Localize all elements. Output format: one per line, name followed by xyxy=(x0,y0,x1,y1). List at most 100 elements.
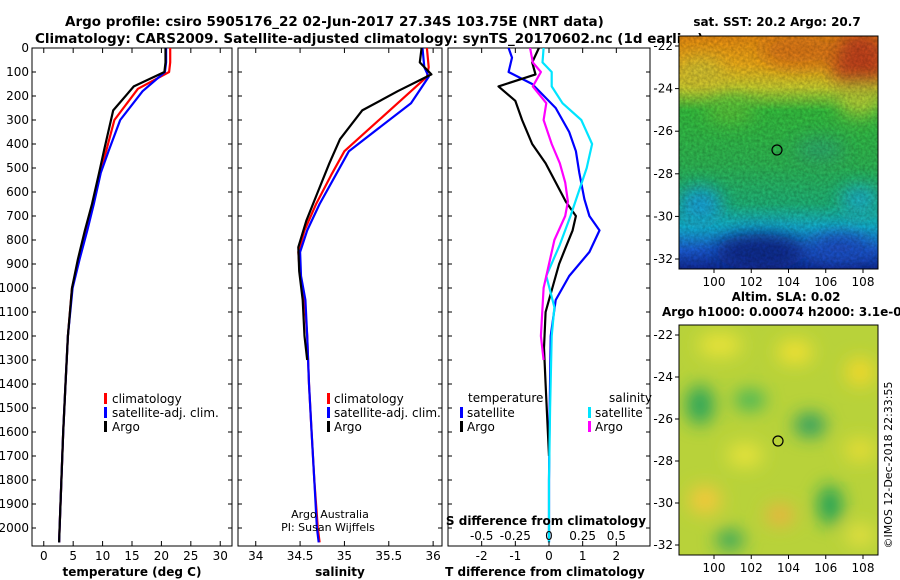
series-line-salinity-satellite xyxy=(541,48,594,543)
x2tick-label: 0.5 xyxy=(607,529,626,543)
lat-tick-label: -24 xyxy=(653,82,673,96)
lon-tick-label: 100 xyxy=(703,561,726,575)
depth-tick-label: 1300 xyxy=(0,353,29,367)
xtick-label: 35 xyxy=(337,549,352,563)
x2tick-label: 0.25 xyxy=(569,529,596,543)
depth-tick-label: 1200 xyxy=(0,329,29,343)
difference-xlabel: T difference from climatology xyxy=(445,565,645,579)
sla-map-frame xyxy=(678,324,879,556)
lon-tick-label: 104 xyxy=(777,275,800,289)
header-title-line2: Climatology: CARS2009. Satellite-adjuste… xyxy=(35,31,703,47)
temperature-legend: climatology satellite-adj. clim. Argo xyxy=(104,392,219,434)
sst-argo-location-marker xyxy=(771,144,783,156)
xtick-label: 15 xyxy=(124,549,139,563)
xtick-label: 0 xyxy=(40,549,48,563)
legend-label-satellite: satellite-adj. clim. xyxy=(112,406,219,420)
lat-tick-label: -28 xyxy=(653,454,673,468)
lat-tick-label: -28 xyxy=(653,167,673,181)
lon-tick-label: 106 xyxy=(814,275,837,289)
depth-tick-label: 1100 xyxy=(0,305,29,319)
series-line-temperature-argo xyxy=(497,48,578,457)
lat-tick-label: -26 xyxy=(653,124,673,138)
sla-map-ticks: -22 -24 -26 -28 -30 -32 100 102 104 106 108 xyxy=(653,328,874,575)
temperature-axis: 0 5 10 15 20 25 30 xyxy=(32,47,232,563)
legend-label-argo: Argo xyxy=(112,420,140,434)
lat-tick-label: -30 xyxy=(653,209,673,223)
credit-argo-australia: Argo Australia xyxy=(291,508,369,521)
legend-swatch-sal-argo xyxy=(588,421,591,432)
lat-tick-label: -26 xyxy=(653,412,673,426)
lon-tick-label: 104 xyxy=(777,561,800,575)
lat-tick-label: -22 xyxy=(653,39,673,53)
xtick-label: 35.5 xyxy=(375,549,402,563)
depth-tick-label: 300 xyxy=(6,113,29,127)
depth-tick-label: 1800 xyxy=(0,473,29,487)
depth-tick-label: 600 xyxy=(6,185,29,199)
depth-tick-label: 900 xyxy=(6,257,29,271)
xtick-label: 36 xyxy=(425,549,440,563)
depth-tick-label: 400 xyxy=(6,137,29,151)
sla-map-title: Altim. SLA: 0.02 xyxy=(732,290,841,304)
sst-map-title: sat. SST: 20.2 Argo: 20.7 xyxy=(693,15,860,29)
header-title-line1: Argo profile: csiro 5905176_22 02-Jun-20… xyxy=(65,14,604,30)
lon-tick-label: 102 xyxy=(740,561,763,575)
difference-xlabel-salinity: S difference from climatology xyxy=(446,514,646,528)
lon-tick-label: 108 xyxy=(852,275,875,289)
legend-swatch-temp-satellite xyxy=(460,407,463,418)
legend-swatch-climatology xyxy=(104,393,107,404)
lat-tick-label: -32 xyxy=(653,538,673,552)
depth-tick-label: 700 xyxy=(6,209,29,223)
legend-swatch-temp-argo xyxy=(460,421,463,432)
depth-tick-label: 1900 xyxy=(0,497,29,511)
lon-tick-label: 100 xyxy=(703,275,726,289)
legend-swatch-climatology xyxy=(327,393,330,404)
series-line-climatology xyxy=(58,48,172,543)
difference-legend: temperature satellite Argo salinity sate… xyxy=(460,391,652,434)
salinity-xlabel: salinity xyxy=(315,565,365,579)
series-line-argo xyxy=(58,48,167,543)
depth-tick-label: 1700 xyxy=(0,449,29,463)
difference-plot xyxy=(497,48,601,543)
credit-pi: PI: Susan Wijffels xyxy=(281,521,375,534)
legend-label-satellite: satellite-adj. clim. xyxy=(334,406,441,420)
depth-tick-label: 1000 xyxy=(0,281,29,295)
sla-map-subtitle: Argo h1000: 0.00074 h2000: 3.1e-05 xyxy=(662,305,900,319)
sla-argo-location-marker xyxy=(772,435,784,447)
depth-tick-label: 200 xyxy=(6,89,29,103)
xtick-label: 20 xyxy=(154,549,169,563)
x2tick-label: -0.5 xyxy=(470,529,493,543)
x2tick-label: -0.25 xyxy=(500,529,531,543)
series-line-climatology xyxy=(297,48,430,543)
depth-axis: 0 100 200 300 400 500 600 700 800 900 1000 1100 1200… xyxy=(0,41,29,535)
temperature-plot xyxy=(58,48,172,543)
legend-swatch-satellite xyxy=(327,407,330,418)
series-line-argo xyxy=(297,48,433,361)
legend-label-climatology: climatology xyxy=(112,392,182,406)
series-line-satellite-adj-clim- xyxy=(299,48,430,543)
lat-tick-label: -24 xyxy=(653,370,673,384)
legend-label-sal-satellite: satellite xyxy=(595,406,643,420)
xtick-label: 34 xyxy=(248,549,263,563)
series-line-salinity-argo xyxy=(529,48,570,361)
lat-tick-label: -30 xyxy=(653,496,673,510)
temperature-xlabel: temperature (deg C) xyxy=(63,565,202,579)
legend-label-temp-argo: Argo xyxy=(467,420,495,434)
legend-title-salinity: salinity xyxy=(609,391,652,405)
xtick-label: 10 xyxy=(95,549,110,563)
series-line-satellite-adj-clim- xyxy=(58,48,168,543)
sst-map-ticks: -22 -24 -26 -28 -30 -32 100 102 104 106 108 xyxy=(653,39,874,289)
legend-label-climatology: climatology xyxy=(334,392,404,406)
imos-credit: ©IMOS 12-Dec-2018 22:33:55 xyxy=(882,382,895,549)
salinity-panel-frame xyxy=(237,47,443,547)
sla-map xyxy=(679,325,878,555)
depth-tick-label: 100 xyxy=(6,65,29,79)
depth-tick-label: 0 xyxy=(21,41,29,55)
depth-tick-label: 1500 xyxy=(0,401,29,415)
depth-tick-label: 500 xyxy=(6,161,29,175)
lon-tick-label: 106 xyxy=(814,561,837,575)
x2tick-label: 0 xyxy=(545,529,553,543)
sst-map xyxy=(679,36,878,269)
xtick-label: 5 xyxy=(69,549,77,563)
xtick-label: 30 xyxy=(213,549,228,563)
